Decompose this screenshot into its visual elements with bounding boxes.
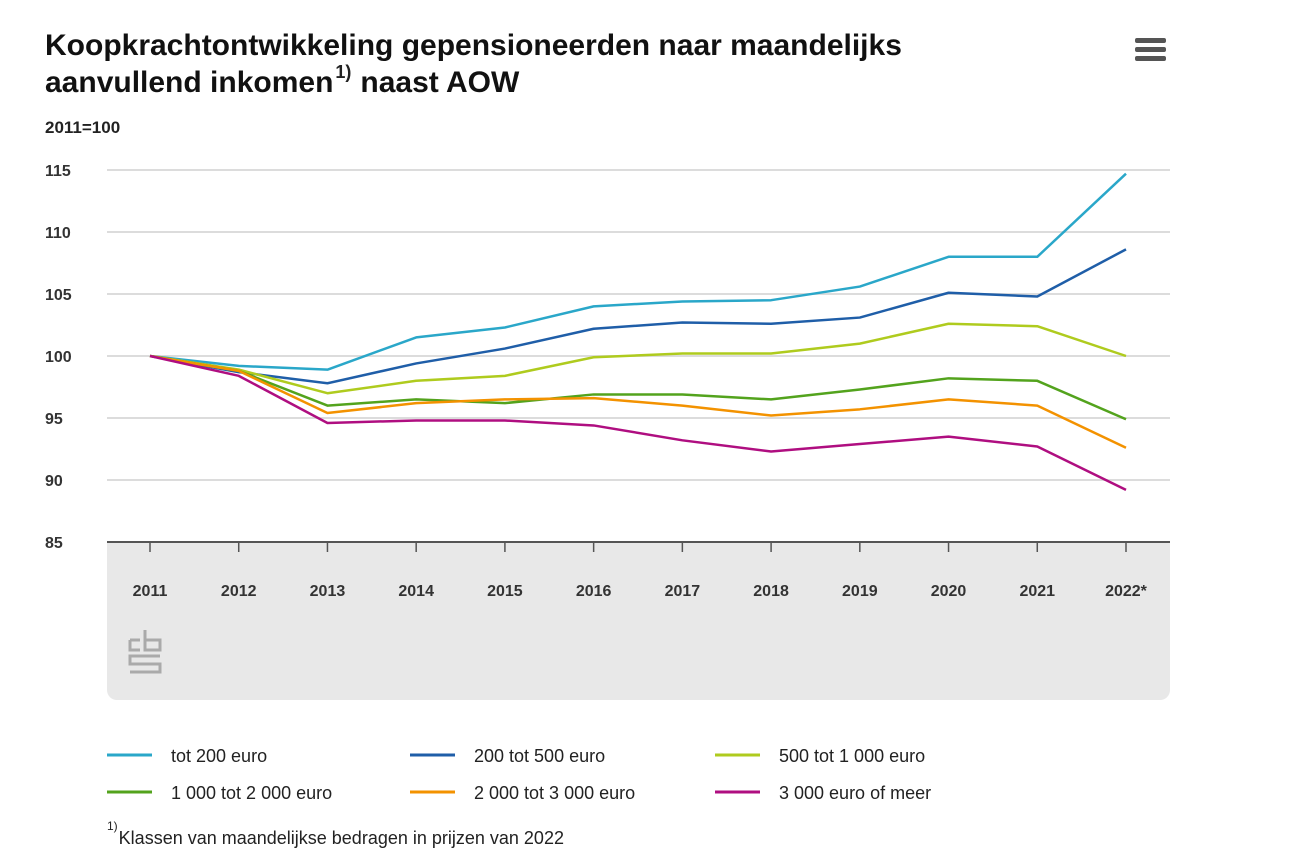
menu-bar[interactable] <box>1135 47 1166 52</box>
title-superscript: 1) <box>335 62 351 82</box>
x-tick-label: 2022* <box>1105 583 1148 600</box>
y-tick-label: 95 <box>45 411 63 428</box>
y-tick-label: 110 <box>45 225 71 242</box>
series-line <box>149 322 1127 395</box>
y-tick-label: 105 <box>45 287 72 304</box>
footnote: Klassen van maandelijkse bedragen in pri… <box>119 828 564 848</box>
x-axis-panel <box>107 542 1170 700</box>
chart-title: naast AOW <box>360 66 520 99</box>
x-tick-label: 2020 <box>931 583 967 600</box>
x-tick-label: 2017 <box>665 583 701 600</box>
legend-label: 3 000 euro of meer <box>779 783 931 803</box>
x-tick-label: 2021 <box>1019 583 1055 600</box>
x-tick-label: 2011 <box>133 583 168 600</box>
unit-label: 2011=100 <box>45 118 120 137</box>
y-tick-label: 100 <box>45 349 72 366</box>
x-tick-label: 2016 <box>576 583 612 600</box>
cbs-logo <box>128 630 162 674</box>
series-line <box>149 248 1127 385</box>
logo-part <box>143 630 162 652</box>
x-axis-panel-top <box>107 542 1170 562</box>
series-line <box>149 354 1127 421</box>
legend-label: tot 200 euro <box>171 746 267 766</box>
y-tick-label: 90 <box>45 473 63 490</box>
legend-label: 1 000 tot 2 000 euro <box>171 783 332 803</box>
y-tick-label: 115 <box>45 163 71 180</box>
series-line <box>149 172 1127 371</box>
chart-title: aanvullend inkomen <box>45 66 333 99</box>
menu-bar[interactable] <box>1135 56 1166 61</box>
x-tick-label: 2018 <box>753 583 789 600</box>
chart-title: Koopkrachtontwikkeling gepensioneerden n… <box>45 29 902 62</box>
series-line <box>149 354 1127 492</box>
logo-part <box>128 654 162 674</box>
x-tick-label: 2019 <box>842 583 878 600</box>
x-tick-label: 2015 <box>487 583 523 600</box>
logo-part <box>128 638 140 652</box>
x-tick-label: 2013 <box>310 583 346 600</box>
footnote-marker: 1) <box>107 819 118 833</box>
legend-label: 500 tot 1 000 euro <box>779 746 925 766</box>
legend-label: 2 000 tot 3 000 euro <box>474 783 635 803</box>
y-tick-label: 85 <box>45 535 63 552</box>
series-line <box>149 354 1127 449</box>
x-tick-label: 2014 <box>398 583 434 600</box>
x-tick-label: 2012 <box>221 583 257 600</box>
menu-bar[interactable] <box>1135 38 1166 43</box>
legend-label: 200 tot 500 euro <box>474 746 605 766</box>
menu-button[interactable] <box>1133 38 1167 62</box>
